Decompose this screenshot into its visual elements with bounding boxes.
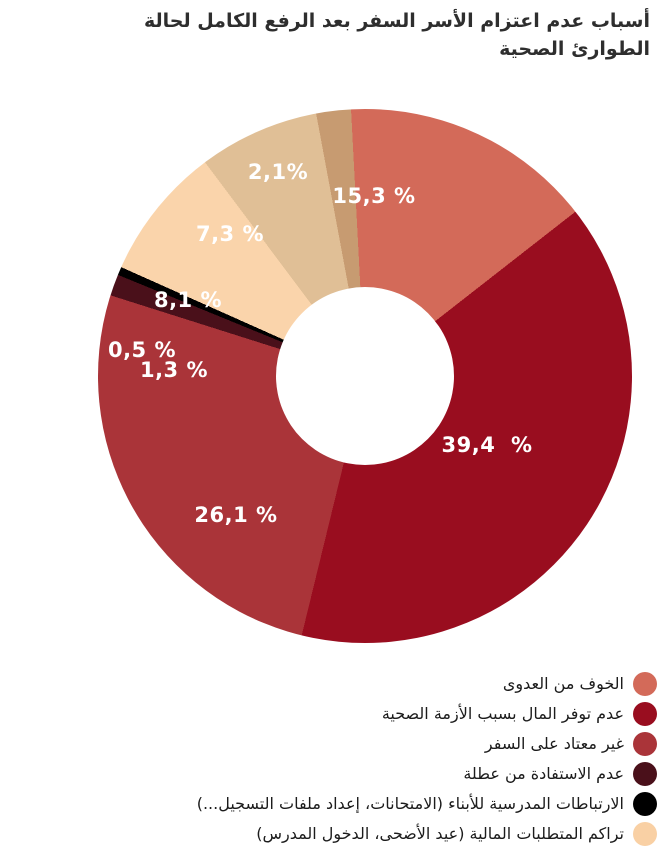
legend-label: الارتباطات المدرسية للأبناء (الامتحانات،… [196,794,624,813]
legend-swatch [633,762,657,786]
legend-swatch [633,702,657,726]
slice-percent-label: 26,1 % [194,503,278,527]
legend-item: الارتباطات المدرسية للأبناء (الامتحانات،… [197,792,657,816]
legend-item: تراكم المتطلبات المالية (عيد الأضحى، الد… [197,822,657,846]
slice-percent-label: 8,1 % [153,288,223,312]
donut-hole [276,287,454,465]
legend-swatch [633,732,657,756]
legend-swatch [633,822,657,846]
legend-swatch [633,792,657,816]
legend: الخوف من العدوى عدم توفر المال بسبب الأز… [197,672,657,846]
legend-item: غير معتاد على السفر [197,732,657,756]
donut-chart: 15,3 % 39,4 % 26,1 % 1,3 % 0,5 % 8,1 % 7,3 % 2,… [98,109,632,643]
legend-item: عدم الاستفادة من عطلة [197,762,657,786]
slice-percent-label: 39,4 % [441,433,533,457]
legend-item: عدم توفر المال بسبب الأزمة الصحية [197,702,657,726]
legend-label: غير معتاد على السفر [484,734,624,753]
slice-percent-label: 2,1% [247,160,309,184]
legend-label: عدم الاستفادة من عطلة [463,764,624,783]
legend-label: تراكم المتطلبات المالية (عيد الأضحى، الد… [256,824,624,843]
legend-item: الخوف من العدوى [197,672,657,696]
legend-swatch [633,672,657,696]
chart-title: أسباب عدم اعتزام الأسر السفر بعد الرفع ا… [143,10,650,60]
slice-percent-label: 0,5 % [107,338,177,362]
slice-percent-label: 7,3 % [195,222,265,246]
slice-percent-label: 1,3 % [139,358,209,382]
slice-percent-label: 15,3 % [332,184,416,208]
legend-label: عدم توفر المال بسبب الأزمة الصحية [381,704,624,723]
legend-label: الخوف من العدوى [502,674,624,693]
